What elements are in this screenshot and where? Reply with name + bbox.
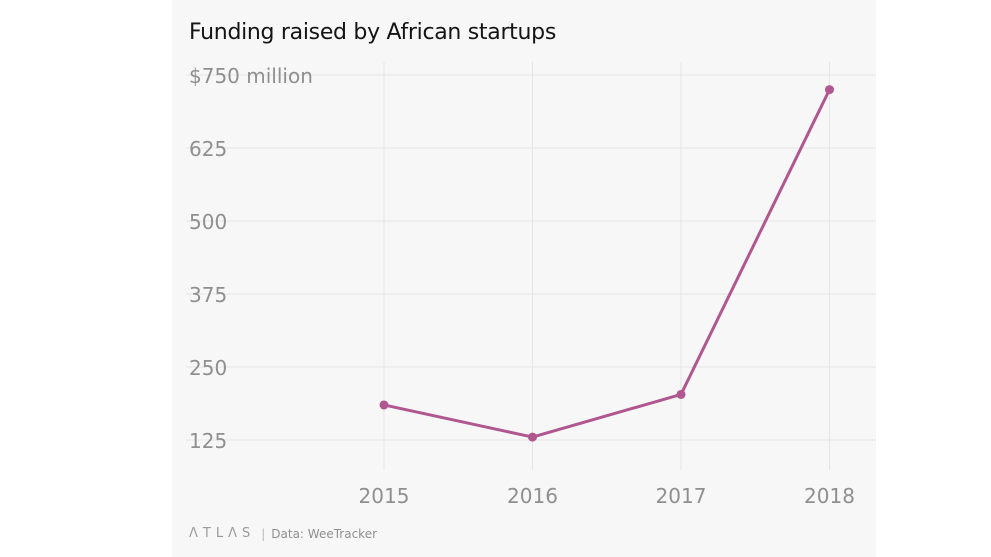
- y-axis-labels: 125 250 375 500 625 $750 million: [189, 64, 313, 453]
- source-credit: Data: WeeTracker: [271, 526, 378, 541]
- x-tick-label: 2018: [804, 484, 855, 508]
- data-point: [825, 85, 834, 95]
- y-tick-label: $750 million: [189, 64, 313, 88]
- chart-footer: ΛTLΛS | Data: WeeTracker: [189, 526, 377, 541]
- x-axis-labels: 2015 2016 2017 2018: [359, 484, 855, 508]
- data-point: [379, 400, 389, 410]
- x-tick-label: 2016: [507, 484, 558, 508]
- y-tick-label: 250: [189, 356, 227, 380]
- data-point: [676, 389, 686, 399]
- y-tick-label: 125: [189, 429, 227, 453]
- y-tick-label: 625: [189, 137, 227, 161]
- data-point: [528, 432, 537, 442]
- x-tick-label: 2015: [359, 484, 410, 508]
- x-tick-label: 2017: [656, 484, 707, 508]
- gridlines: [186, 62, 876, 470]
- series: [379, 85, 834, 442]
- chart-title: Funding raised by African startups: [189, 20, 556, 45]
- atlas-logo: ΛTLΛS: [189, 526, 256, 541]
- footer-separator: |: [261, 526, 266, 541]
- y-tick-label: 375: [189, 283, 227, 307]
- series-line: [382, 88, 831, 439]
- chart-panel: [172, 0, 876, 557]
- y-tick-label: 500: [189, 210, 227, 234]
